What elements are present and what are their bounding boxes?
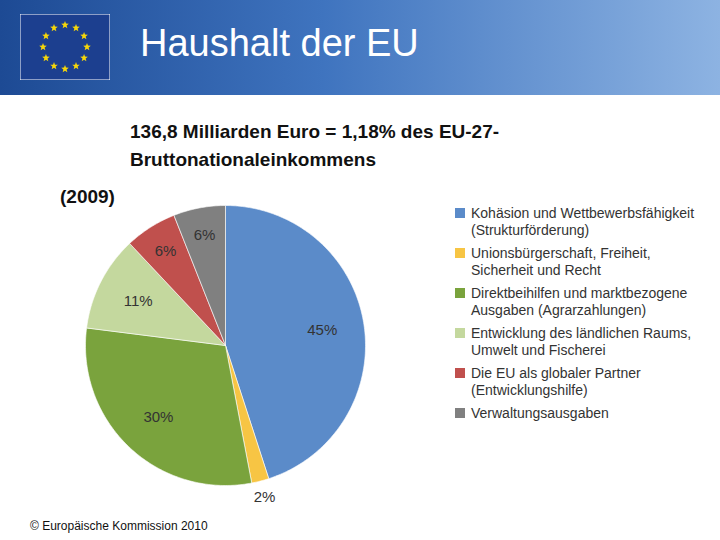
html-text:© Europäische Kommission 2010: © Europäische Kommission 2010 bbox=[30, 519, 208, 533]
svg-text:6%: 6% bbox=[194, 226, 216, 243]
html-text:Unionsbürgerschaft, Freiheit,: Unionsbürgerschaft, Freiheit, Sicherheit… bbox=[471, 245, 651, 278]
svg-text:11%: 11% bbox=[124, 292, 153, 309]
svg-text:45%: 45% bbox=[307, 321, 337, 338]
html-text:136,8 Milliarden Euro = 1,18%: 136,8 Milliarden Euro = 1,18% des EU-27-… bbox=[130, 121, 500, 170]
html-text:(2009): (2009) bbox=[60, 186, 115, 207]
svg-text:6%: 6% bbox=[155, 242, 177, 259]
html-text:Verwaltungsausgaben: Verwaltungsausgaben bbox=[471, 405, 609, 421]
html-text:Die EU als globaler Partner (E: Die EU als globaler Partner (Entwicklung… bbox=[471, 365, 641, 398]
html-text:Direktbeihilfen und marktbezog: Direktbeihilfen und marktbezogene Ausgab… bbox=[471, 285, 688, 318]
html-text:Entwicklung des ländlichen Rau: Entwicklung des ländlichen Raums, Umwelt… bbox=[471, 325, 692, 358]
svg-text:2%: 2% bbox=[254, 488, 276, 505]
html-text:Haushalt der EU: Haushalt der EU bbox=[140, 22, 419, 64]
svg-text:30%: 30% bbox=[143, 408, 173, 425]
html-text:Kohäsion und Wettbewerbsfähigk: Kohäsion und Wettbewerbsfähigkeit (Struk… bbox=[471, 205, 695, 238]
